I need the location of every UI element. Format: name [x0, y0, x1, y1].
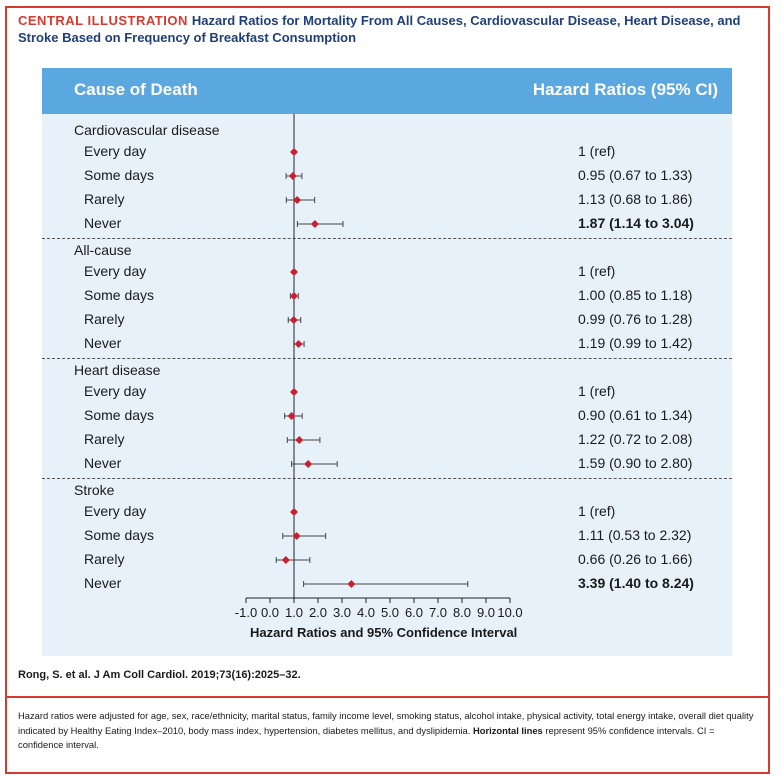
row-label: Some days: [84, 287, 155, 303]
hazard-ratio-marker: [288, 172, 297, 180]
figure-title: CENTRAL ILLUSTRATION Hazard Ratios for Mo…: [18, 12, 758, 46]
hazard-ratio-marker: [290, 388, 298, 396]
hazard-ratio-marker: [293, 196, 302, 204]
row-label: Rarely: [84, 191, 125, 207]
group-header: All-cause: [74, 242, 132, 258]
row-label: Never: [84, 335, 122, 351]
row-hazard-ratio: 1.11 (0.53 to 2.32): [578, 527, 692, 543]
row-label: Some days: [84, 167, 155, 183]
group-header: Cardiovascular disease: [74, 122, 220, 138]
col-cause-of-death: Cause of Death: [74, 80, 198, 99]
hazard-ratio-marker: [287, 412, 296, 420]
row-hazard-ratio: 0.95 (0.67 to 1.33): [578, 167, 693, 183]
x-tick-label: 3.0: [333, 605, 351, 620]
title-lead: CENTRAL ILLUSTRATION: [18, 13, 188, 28]
footnote-text-1: Hazard ratios were adjusted for age, sex…: [18, 710, 754, 736]
row-hazard-ratio: 1 (ref): [578, 503, 616, 519]
row-label: Some days: [84, 527, 155, 543]
row-hazard-ratio: 0.66 (0.26 to 1.66): [578, 551, 693, 567]
x-tick-label: 9.0: [477, 605, 495, 620]
illustration-frame: [5, 6, 770, 774]
x-tick-label: 2.0: [309, 605, 327, 620]
hazard-ratio-marker: [310, 220, 319, 228]
group-divider: [42, 358, 732, 359]
hazard-ratio-marker: [304, 460, 313, 468]
hazard-ratio-marker: [294, 340, 303, 348]
chart-panel: [42, 68, 732, 656]
row-label: Rarely: [84, 551, 125, 567]
hazard-ratio-marker: [290, 292, 298, 300]
col-hazard-ratios: Hazard Ratios (95% CI): [532, 80, 718, 99]
row-hazard-ratio: 1 (ref): [578, 143, 616, 159]
row-label: Rarely: [84, 311, 125, 327]
group-divider: [42, 478, 732, 479]
row-label: Rarely: [84, 431, 125, 447]
row-hazard-ratio: 0.99 (0.76 to 1.28): [578, 311, 693, 327]
hazard-ratio-marker: [295, 436, 304, 444]
row-label: Never: [84, 455, 122, 471]
x-tick-label: 0.0: [261, 605, 279, 620]
x-tick-label: 8.0: [453, 605, 471, 620]
row-hazard-ratio: 1.87 (1.14 to 3.04): [578, 215, 694, 231]
hazard-ratio-marker: [290, 148, 298, 156]
hazard-ratio-marker: [281, 556, 290, 564]
x-tick-label: -1.0: [235, 605, 257, 620]
group-header: Stroke: [74, 482, 115, 498]
x-tick-label: 1.0: [285, 605, 303, 620]
footer-divider: [5, 696, 770, 698]
x-tick-label: 10.0: [497, 605, 522, 620]
hazard-ratio-marker: [292, 532, 301, 540]
title-text: Hazard Ratios for Mortality From All Cau…: [18, 13, 741, 45]
x-axis-label: Hazard Ratios and 95% Confidence Interva…: [250, 625, 518, 640]
citation: Rong, S. et al. J Am Coll Cardiol. 2019;…: [18, 669, 301, 681]
row-hazard-ratio: 0.90 (0.61 to 1.34): [578, 407, 693, 423]
row-hazard-ratio: 1 (ref): [578, 383, 616, 399]
row-hazard-ratio: 1.13 (0.68 to 1.86): [578, 191, 693, 207]
footnote-text-2: represent 95% confidence intervals. CI =…: [18, 724, 715, 751]
footnote: Hazard ratios were adjusted for age, sex…: [18, 709, 758, 753]
hazard-ratio-marker: [290, 508, 298, 516]
row-hazard-ratio: 1.59 (0.90 to 2.80): [578, 455, 693, 471]
row-label: Every day: [84, 503, 147, 519]
row-label: Some days: [84, 407, 155, 423]
row-hazard-ratio: 1.22 (0.72 to 2.08): [578, 431, 693, 447]
hazard-ratio-marker: [347, 580, 356, 588]
row-hazard-ratio: 3.39 (1.40 to 8.24): [578, 575, 694, 591]
row-label: Every day: [84, 263, 147, 279]
table-header: Cause of Death Hazard Ratios (95% CI): [42, 68, 732, 114]
x-tick-label: 6.0: [405, 605, 423, 620]
row-label: Every day: [84, 143, 147, 159]
x-tick-label: 5.0: [381, 605, 399, 620]
group-divider: [42, 238, 732, 239]
row-hazard-ratio: 1.00 (0.85 to 1.18): [578, 287, 693, 303]
footnote-bold: Horizontal lines: [472, 724, 543, 736]
row-hazard-ratio: 1 (ref): [578, 263, 616, 279]
row-label: Every day: [84, 383, 147, 399]
row-hazard-ratio: 1.19 (0.99 to 1.42): [578, 335, 693, 351]
x-tick-label: 4.0: [357, 605, 375, 620]
row-label: Never: [84, 575, 122, 591]
x-tick-label: 7.0: [429, 605, 447, 620]
hazard-ratio-marker: [290, 268, 298, 276]
row-label: Never: [84, 215, 122, 231]
hazard-ratio-marker: [289, 316, 298, 324]
group-header: Heart disease: [74, 362, 161, 378]
